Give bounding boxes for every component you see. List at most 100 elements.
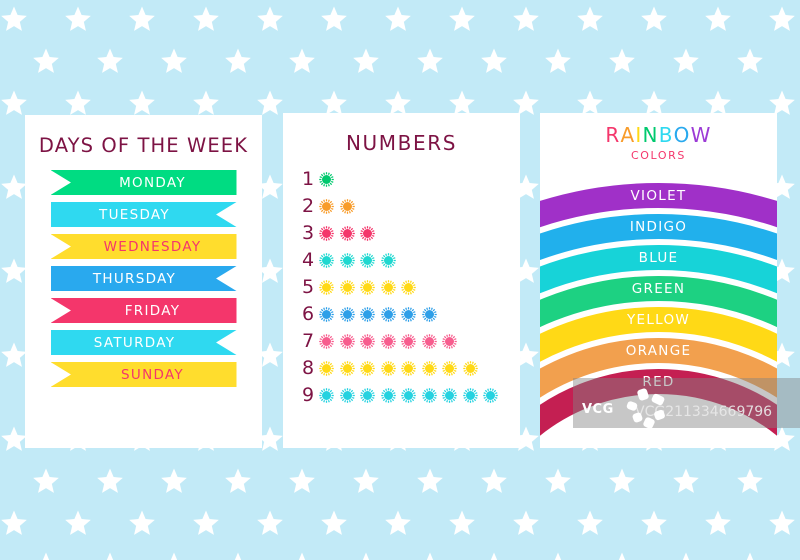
- sunburst-dot-icon: [339, 307, 355, 322]
- sunburst-dot-icon: [319, 199, 334, 214]
- star-icon: [1, 342, 27, 367]
- ribbon-label: TUESDAY: [99, 206, 170, 223]
- star-icon: [1, 174, 27, 199]
- number-digit: 2: [302, 195, 315, 217]
- ribbon-saturday[interactable]: SATURDAY: [50, 330, 237, 355]
- ribbon-shape: [50, 330, 237, 355]
- star-icon: [737, 48, 763, 73]
- number-dot-group: [319, 280, 416, 295]
- sunburst-dot-icon: [442, 334, 457, 349]
- star-icon: [769, 510, 795, 535]
- number-dot-group: [319, 253, 396, 268]
- star-icon: [225, 468, 251, 493]
- sunburst-dot-icon: [360, 280, 375, 295]
- star-icon: [257, 426, 283, 451]
- ribbon-label: WEDNESDAY: [103, 238, 202, 255]
- number-digit: 3: [302, 222, 315, 244]
- star-icon: [193, 510, 219, 535]
- star-icon: [554, 552, 562, 560]
- star-icon: [769, 6, 795, 31]
- star-icon: [449, 6, 475, 31]
- vcg-watermark-overlay: VCG VCG211334669796: [573, 378, 800, 428]
- numbers-row-list: 1 2 3 4 5 6 7 8 9: [283, 167, 520, 408]
- number-row-7: 7: [302, 329, 520, 354]
- number-digit: 1: [302, 168, 315, 190]
- star-icon: [417, 468, 443, 493]
- sunburst-dot-icon: [360, 253, 375, 268]
- sunburst-dot-icon: [319, 334, 334, 349]
- star-icon: [1, 6, 27, 31]
- rainbow-title-letter: R: [605, 123, 621, 147]
- star-icon: [1, 258, 27, 283]
- number-digit: 6: [302, 303, 315, 325]
- ribbon-monday[interactable]: MONDAY: [50, 170, 237, 195]
- rainbow-colors-card: RAINBOW COLORS VIOLET INDIGO BLUE GREEN YELL…: [540, 113, 777, 448]
- star-icon: [481, 48, 507, 73]
- star-icon: [705, 6, 731, 31]
- number-digit: 5: [302, 276, 315, 298]
- star-icon: [193, 90, 219, 115]
- sunburst-dot-icon: [339, 253, 355, 268]
- sunburst-dot-icon: [380, 307, 396, 322]
- ribbon-shape: [50, 266, 237, 291]
- star-icon: [673, 48, 699, 73]
- rainbow-title: RAINBOW: [540, 125, 777, 146]
- ribbon-label: THURSDAY: [92, 270, 177, 287]
- vcg-burst-logo-icon: [626, 388, 665, 428]
- rainbow-band-yellow: [540, 307, 777, 362]
- ribbon-friday[interactable]: FRIDAY: [50, 298, 237, 323]
- number-dot-group: [319, 226, 375, 241]
- star-icon: [42, 552, 50, 560]
- sunburst-dot-icon: [442, 361, 457, 376]
- star-icon: [1, 510, 27, 535]
- number-dot-group: [319, 388, 498, 403]
- star-icon: [641, 6, 667, 31]
- sunburst-dot-icon: [401, 361, 416, 376]
- star-icon: [618, 552, 626, 560]
- watermark-brand: VCG: [582, 402, 614, 417]
- star-icon: [298, 552, 306, 560]
- star-icon: [257, 342, 283, 367]
- number-digit: 4: [302, 249, 315, 271]
- sunburst-dot-icon: [360, 334, 375, 349]
- number-digit: 9: [302, 384, 315, 406]
- star-icon: [129, 510, 155, 535]
- star-icon: [513, 6, 539, 31]
- star-icon: [385, 510, 411, 535]
- rainbow-band-violet: [540, 183, 777, 228]
- star-icon: [673, 468, 699, 493]
- ribbon-thursday[interactable]: THURSDAY: [50, 266, 237, 291]
- rainbow-title-letter: A: [620, 123, 636, 147]
- star-icon: [417, 48, 443, 73]
- sunburst-dot-icon: [319, 388, 334, 403]
- ribbon-wednesday[interactable]: WEDNESDAY: [50, 234, 237, 259]
- star-icon: [513, 90, 539, 115]
- ribbon-label: SATURDAY: [93, 334, 176, 351]
- rainbow-band-orange: [540, 338, 777, 398]
- star-icon: [33, 48, 59, 73]
- star-icon: [289, 48, 315, 73]
- sunburst-dot-icon: [421, 307, 437, 322]
- sunburst-dot-icon: [401, 388, 416, 403]
- sunburst-dot-icon: [319, 280, 334, 295]
- star-icon: [257, 258, 283, 283]
- ribbon-sunday[interactable]: SUNDAY: [50, 362, 237, 387]
- star-icon: [97, 48, 123, 73]
- sunburst-dot-icon: [319, 253, 334, 268]
- days-of-week-title: DAYS OF THE WEEK: [38, 134, 249, 157]
- rainbow-title-letter: O: [673, 123, 691, 147]
- sunburst-dot-icon: [339, 280, 355, 295]
- sunburst-dot-icon: [380, 388, 396, 403]
- number-row-3: 3: [302, 221, 520, 246]
- star-icon: [289, 468, 315, 493]
- sunburst-dot-icon: [462, 388, 478, 403]
- star-icon: [449, 90, 475, 115]
- number-row-9: 9: [302, 383, 520, 408]
- star-icon: [609, 48, 635, 73]
- rainbow-arc-group: [540, 183, 777, 436]
- sunburst-dot-icon: [319, 361, 334, 376]
- ribbon-tuesday[interactable]: TUESDAY: [50, 202, 237, 227]
- ribbon-label: FRIDAY: [124, 302, 181, 319]
- star-icon: [737, 468, 763, 493]
- sunburst-dot-icon: [319, 307, 334, 322]
